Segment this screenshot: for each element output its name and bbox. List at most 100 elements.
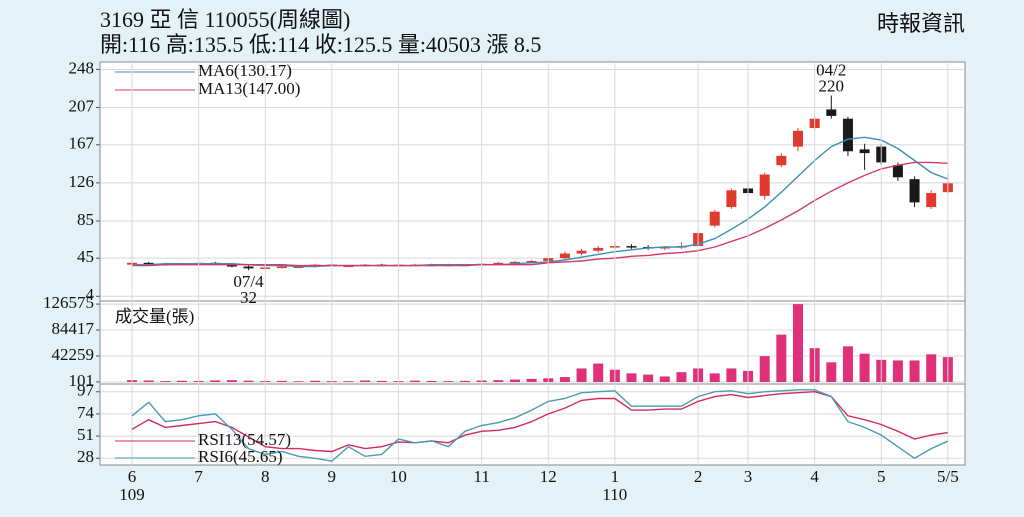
candle-body xyxy=(892,165,903,178)
x-year-label: 110 xyxy=(602,485,627,504)
panel-title: 成交量(張) xyxy=(115,307,194,326)
y-tick-label: 126575 xyxy=(43,293,94,312)
candle-body xyxy=(859,149,870,154)
candle-body xyxy=(926,193,937,208)
legend-label: MA13(147.00) xyxy=(198,79,300,98)
candle-body xyxy=(276,266,287,269)
candle-body xyxy=(293,266,304,269)
candle-body xyxy=(659,247,670,249)
candle-body xyxy=(243,266,254,269)
annotation-date: 07/4 xyxy=(233,272,264,291)
volume-bar xyxy=(593,363,604,382)
volume-bar xyxy=(276,380,287,382)
volume-bar xyxy=(226,380,237,382)
annotation-date: 04/2 xyxy=(816,60,846,79)
volume-bar xyxy=(460,380,470,382)
volume-bar xyxy=(676,372,687,382)
y-tick-label: 74 xyxy=(77,403,95,422)
candle-body xyxy=(143,262,154,265)
y-tick-label: 101 xyxy=(69,371,95,390)
x-tick-label: 4 xyxy=(810,467,819,486)
candle-body xyxy=(909,179,920,203)
x-tick-label: 3 xyxy=(744,467,753,486)
volume-bar xyxy=(559,377,570,382)
x-tick-label: 2 xyxy=(694,467,703,486)
volume-bar xyxy=(343,381,354,382)
candle-body xyxy=(343,265,354,268)
volume-bar xyxy=(909,360,920,382)
volume-bar xyxy=(509,379,520,382)
y-tick-label: 167 xyxy=(69,134,95,153)
legend-label: RSI6(45.65) xyxy=(198,447,283,466)
volume-bar xyxy=(426,381,437,382)
candle-body xyxy=(709,211,720,226)
volume-bar xyxy=(160,381,171,382)
series-line xyxy=(132,136,949,268)
candle-body xyxy=(842,118,853,152)
volume-bar xyxy=(443,381,454,382)
volume-bar xyxy=(709,373,720,382)
volume-bar xyxy=(892,360,903,382)
volume-bar xyxy=(493,380,504,382)
volume-bar xyxy=(626,373,637,382)
candle-body xyxy=(593,247,604,251)
series-line xyxy=(131,390,948,453)
candle-body xyxy=(726,190,737,208)
x-tick-label: 5 xyxy=(877,467,886,486)
candle-body xyxy=(776,155,787,166)
annotation-value: 220 xyxy=(819,76,845,95)
x-tick-label: 7 xyxy=(194,467,203,486)
x-tick-label: 9 xyxy=(328,467,337,486)
x-tick-label: 5/5 xyxy=(937,467,959,486)
volume-bar xyxy=(826,362,837,382)
candle-body xyxy=(576,250,587,254)
series-line xyxy=(132,161,948,267)
x-tick-label: 8 xyxy=(261,467,270,486)
candle-body xyxy=(526,260,537,263)
x-tick-label: 11 xyxy=(473,467,489,486)
y-tick-label: 126 xyxy=(69,172,95,191)
y-tick-label: 84417 xyxy=(52,319,95,338)
volume-bar xyxy=(176,380,187,382)
volume-bar xyxy=(926,354,937,382)
candle-body xyxy=(626,246,637,248)
volume-bar xyxy=(143,380,154,382)
x-tick-label: 6 xyxy=(128,467,137,486)
plot-area xyxy=(99,61,966,466)
quote-line: 開:116 高:135.5 低:114 收:125.5 量:40503 漲 8.… xyxy=(100,32,541,57)
y-tick-label: 51 xyxy=(77,425,94,444)
y-tick-label: 4 xyxy=(86,285,95,304)
volume-bar xyxy=(410,380,421,382)
volume-bar xyxy=(526,378,537,382)
chart-title: 3169 亞 信 110055(周線圖) xyxy=(100,7,350,32)
volume-bar xyxy=(310,380,321,382)
y-tick-label: 97 xyxy=(77,381,95,400)
candle-body xyxy=(559,253,570,259)
annotation-value: 32 xyxy=(240,288,257,307)
y-tick-label: 28 xyxy=(77,447,94,466)
x-year-label: 109 xyxy=(119,485,145,504)
volume-bar xyxy=(243,380,254,382)
volume-bar xyxy=(859,353,870,382)
candle-body xyxy=(826,109,837,116)
y-tick-label: 85 xyxy=(77,210,94,229)
volume-bar xyxy=(376,380,387,382)
volume-bar xyxy=(576,368,587,382)
series-line xyxy=(131,389,949,462)
source: 時報資訊 xyxy=(877,11,965,36)
legend-label: MA6(130.17) xyxy=(198,61,292,80)
x-tick-label: 12 xyxy=(540,467,557,486)
y-tick-label: 42259 xyxy=(52,345,95,364)
candle-body xyxy=(793,130,803,147)
y-tick-label: 207 xyxy=(69,96,95,115)
volume-bar xyxy=(360,380,371,382)
volume-bar xyxy=(726,368,737,382)
volume-bar xyxy=(643,374,654,382)
volume-bar xyxy=(659,376,670,382)
candle-body xyxy=(759,174,770,196)
volume-bar xyxy=(293,381,304,382)
volume-bar xyxy=(842,346,853,382)
y-tick-label: 248 xyxy=(69,58,95,77)
candle-body xyxy=(493,262,504,265)
